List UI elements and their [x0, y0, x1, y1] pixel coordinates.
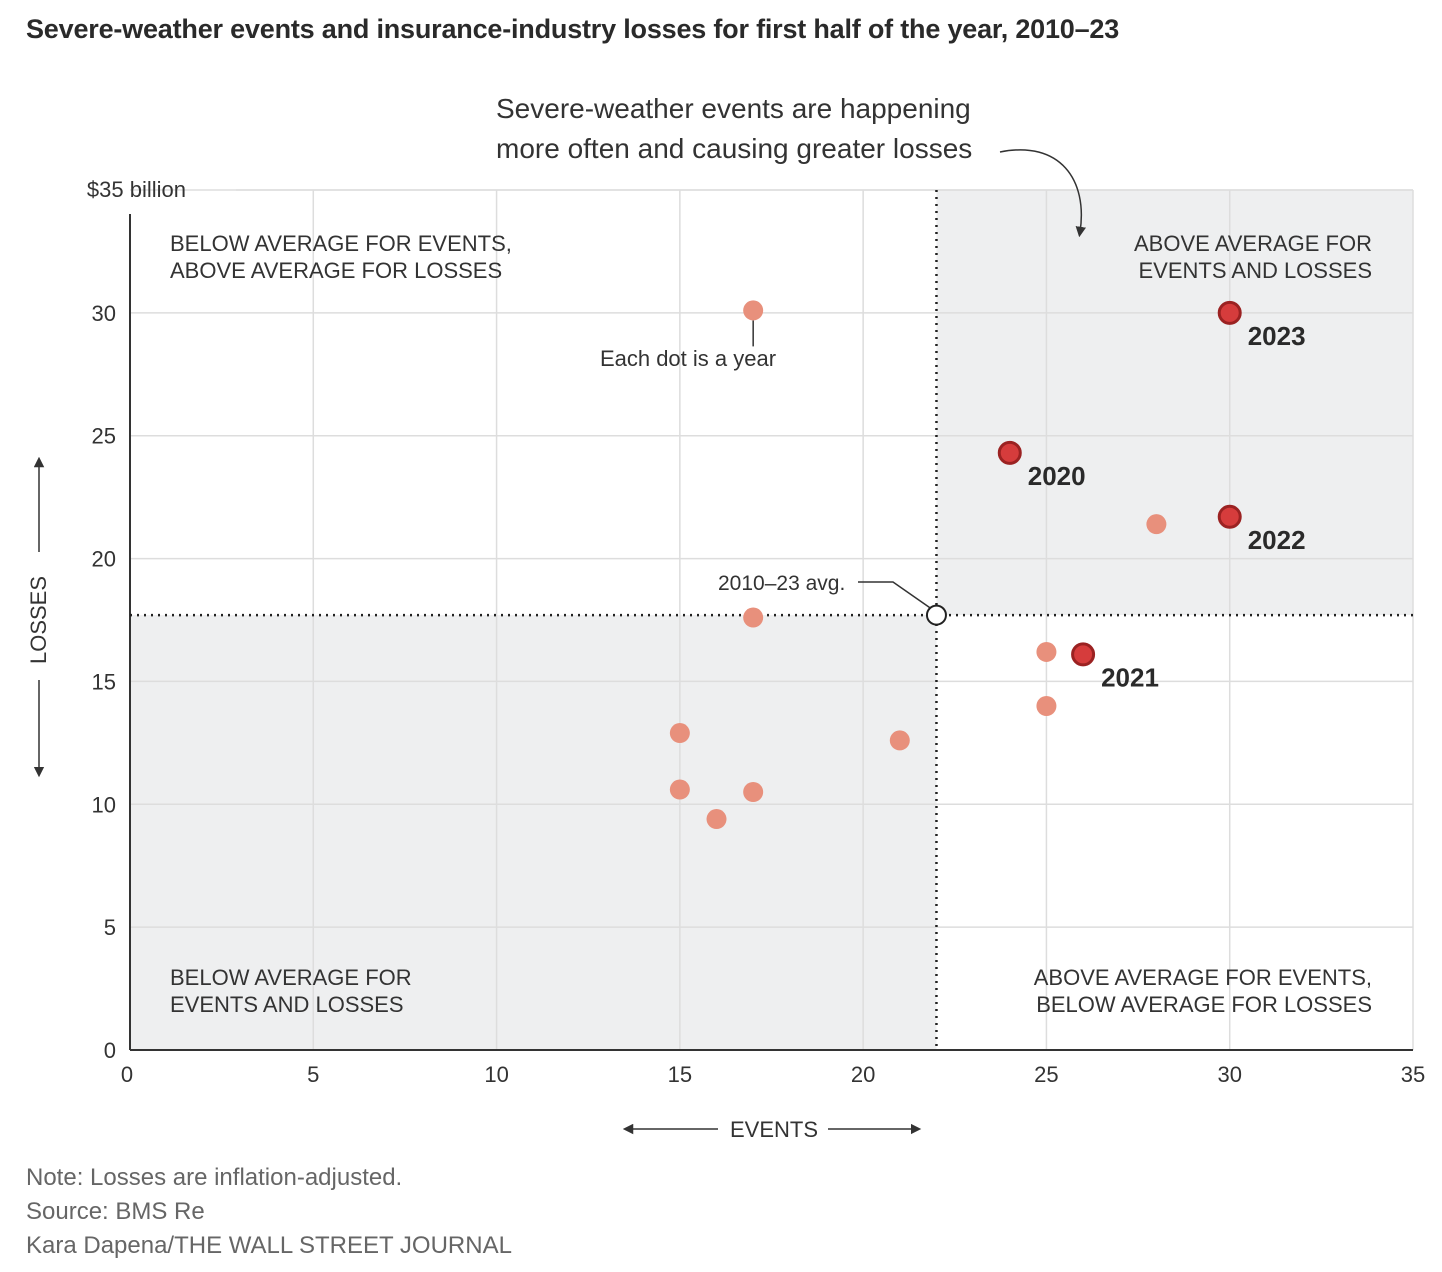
avg-leader — [858, 581, 931, 609]
quadrant-label-top-right: EVENTS AND LOSSES — [1138, 258, 1372, 283]
quadrant-label-bottom-left: BELOW AVERAGE FOR — [170, 965, 412, 990]
shade-below-average — [130, 615, 937, 1050]
data-point — [743, 300, 764, 321]
axes: 0 5 10 15 20 25 30 35 0 5 10 15 20 25 30 $35 billion EVE… — [26, 177, 1425, 1142]
footer-note: Note: Losses are inflation-adjusted. — [26, 1164, 403, 1191]
quadrant-label-bottom-left: EVENTS AND LOSSES — [170, 992, 404, 1017]
annotations: Severe-weather events are happening more … — [496, 93, 1086, 609]
data-point — [1146, 514, 1167, 535]
x-tick-label: 30 — [1217, 1062, 1241, 1087]
x-tick-label: 35 — [1401, 1062, 1425, 1087]
point-year-label: 2022 — [1248, 525, 1306, 555]
x-tick-label: 15 — [668, 1062, 692, 1087]
data-point-highlight — [997, 440, 1022, 465]
avg-label: 2010–23 avg. — [718, 572, 845, 595]
x-tick-label: 25 — [1034, 1062, 1058, 1087]
quadrant-shading — [130, 190, 1413, 1050]
footer-credit: Kara Dapena/THE WALL STREET JOURNAL — [26, 1232, 512, 1259]
y-tick-label: 20 — [92, 547, 116, 572]
gridlines — [130, 189, 1414, 1050]
quadrant-label-top-right: ABOVE AVERAGE FOR — [1134, 231, 1372, 256]
data-point — [706, 809, 727, 830]
x-tick-label: 5 — [307, 1062, 319, 1087]
x-axis-title: EVENTS — [730, 1117, 818, 1142]
y-unit-label: $35 billion — [87, 177, 186, 202]
quadrant-label-bottom-right: ABOVE AVERAGE FOR EVENTS, — [1034, 965, 1372, 990]
chart-title: Severe-weather events and insurance-indu… — [26, 14, 1120, 44]
data-point — [669, 779, 690, 800]
point-year-label: 2021 — [1101, 662, 1159, 692]
x-tick-label: 10 — [484, 1062, 508, 1087]
quadrant-labels: BELOW AVERAGE FOR EVENTS,ABOVE AVERAGE F… — [170, 231, 1372, 1017]
data-points: 2020 2021 2022 2023 — [669, 300, 1306, 830]
x-tick-label: 0 — [121, 1062, 133, 1087]
data-point-highlight — [1071, 642, 1096, 667]
data-point — [1036, 696, 1057, 716]
quadrant-label-bottom-right: BELOW AVERAGE FOR LOSSES — [1036, 992, 1372, 1017]
y-tick-label: 30 — [92, 301, 116, 326]
data-point — [669, 723, 690, 744]
data-point-highlight — [1217, 300, 1242, 325]
y-tick-label: 0 — [104, 1038, 116, 1063]
y-tick-label: 5 — [104, 915, 116, 940]
quadrant-label-top-left: ABOVE AVERAGE FOR LOSSES — [170, 258, 502, 283]
data-point — [743, 607, 764, 628]
avg-marker — [925, 604, 947, 626]
footer-source: Source: BMS Re — [26, 1198, 205, 1225]
dot-note: Each dot is a year — [600, 346, 776, 371]
point-year-label: 2020 — [1028, 461, 1086, 491]
annotation-text: Severe-weather events are happening — [496, 93, 971, 124]
point-year-label: 2023 — [1248, 321, 1306, 351]
quadrant-label-top-left: BELOW AVERAGE FOR EVENTS, — [170, 231, 512, 256]
y-tick-label: 10 — [92, 792, 116, 817]
annotation-text: more often and causing greater losses — [496, 133, 972, 164]
annotation-arrow — [999, 149, 1086, 238]
y-axis-title: LOSSES — [26, 576, 51, 664]
y-tick-label: 25 — [92, 424, 116, 449]
x-tick-label: 20 — [851, 1062, 875, 1087]
data-point — [1036, 641, 1057, 662]
data-point — [743, 782, 764, 802]
y-tick-label: 15 — [92, 669, 116, 694]
data-point-highlight — [1217, 504, 1242, 529]
shade-above-average — [936, 190, 1413, 616]
data-point — [889, 730, 910, 751]
scatter-chart: 0 5 10 15 20 25 30 35 0 5 10 15 20 25 30 $35 billion EVE… — [26, 93, 1425, 1142]
